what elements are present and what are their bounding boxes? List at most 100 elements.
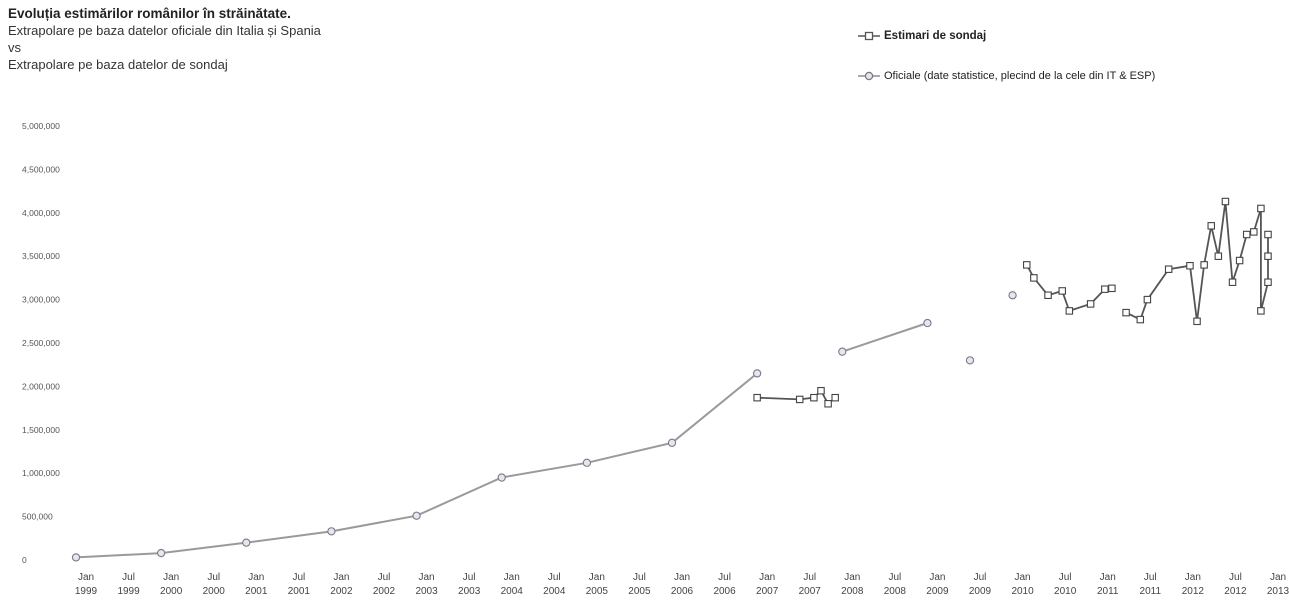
data-point[interactable] — [1193, 317, 1201, 326]
chart-subtitle-line-1: Extrapolare pe baza datelor oficiale din… — [8, 23, 321, 38]
x-tick-label: Jul 1999 — [117, 572, 140, 597]
series-layer — [71, 197, 1272, 562]
data-point[interactable] — [1214, 252, 1223, 260]
x-tick-label: Jan 2006 — [671, 572, 694, 597]
x-tick-label: Jul 2012 — [1224, 572, 1247, 597]
data-point[interactable] — [1008, 291, 1017, 300]
data-point[interactable] — [965, 356, 975, 365]
y-tick-label: 4,500,000 — [22, 164, 60, 174]
legend-item-oficiale[interactable]: Oficiale (date statistice, plecind de la… — [858, 68, 1283, 84]
x-tick-label: Jan 1999 — [75, 572, 98, 597]
x-tick-label: Jan 2001 — [245, 572, 268, 597]
series-line — [841, 322, 928, 353]
series-line — [1026, 264, 1113, 313]
x-tick-label: Jan 2008 — [841, 572, 864, 597]
data-point[interactable] — [1086, 300, 1095, 308]
x-tick-label: Jan 2007 — [756, 572, 779, 597]
data-point[interactable] — [817, 386, 825, 395]
legend-square-marker-icon — [858, 31, 880, 41]
data-point[interactable] — [1122, 308, 1130, 317]
data-point[interactable] — [753, 393, 761, 402]
data-point[interactable] — [497, 473, 506, 482]
x-tick-label: Jul 2003 — [458, 572, 481, 597]
x-tick-label: Jul 2006 — [713, 572, 736, 597]
data-point[interactable] — [412, 511, 421, 520]
data-point[interactable] — [1143, 295, 1152, 304]
x-tick-label: Jan 2004 — [501, 572, 524, 597]
data-point[interactable] — [1200, 261, 1208, 269]
x-tick-label: Jan 2005 — [586, 572, 609, 597]
data-point[interactable] — [1264, 278, 1272, 286]
data-point[interactable] — [1242, 230, 1251, 239]
data-point[interactable] — [242, 538, 251, 547]
data-point[interactable] — [1136, 315, 1145, 324]
y-tick-label: 3,500,000 — [22, 251, 60, 261]
data-point[interactable] — [824, 400, 832, 408]
data-point[interactable] — [838, 347, 847, 356]
x-tick-label: Jul 2009 — [969, 572, 992, 597]
data-point[interactable] — [923, 318, 932, 328]
x-axis: Jan 1999 Jul 1999 Jan 2000 Jul 2000 Jan 2001 Jul 20… — [75, 572, 1289, 597]
data-point[interactable] — [156, 548, 166, 558]
x-tick-label: Jul 2008 — [884, 572, 907, 597]
x-tick-label: Jul 2001 — [288, 572, 311, 597]
data-point[interactable] — [1058, 287, 1066, 295]
x-tick-label: Jul 2004 — [543, 572, 566, 597]
x-tick-label: Jan 2000 — [160, 572, 183, 597]
y-axis: 0 500,000 1,000,000 1,500,000 2,000,000 2,500… — [22, 121, 60, 565]
data-point[interactable] — [1030, 274, 1038, 282]
x-tick-label: Jul 2000 — [203, 572, 226, 597]
series-sondaj — [753, 197, 1272, 408]
legend-item-sondaj[interactable]: Estimari de sondaj — [858, 28, 1283, 44]
x-tick-label: Jul 2011 — [1140, 572, 1162, 597]
chart-subtitle-line-3: Extrapolare pe baza datelor de sondaj — [8, 57, 228, 72]
data-point[interactable] — [1264, 230, 1272, 239]
data-point[interactable] — [1065, 307, 1074, 315]
data-point[interactable] — [1044, 291, 1052, 300]
data-point[interactable] — [1023, 261, 1031, 269]
data-point[interactable] — [1228, 278, 1237, 286]
data-point[interactable] — [1186, 261, 1194, 270]
x-tick-label: Jan 2002 — [330, 572, 353, 597]
data-point[interactable] — [582, 458, 592, 467]
data-point[interactable] — [327, 527, 336, 536]
series-oficiale — [71, 291, 1017, 562]
series-line — [75, 372, 758, 559]
data-point[interactable] — [71, 553, 81, 562]
x-tick-label: Jul 2007 — [799, 572, 822, 597]
data-point[interactable] — [1164, 265, 1173, 273]
data-point[interactable] — [1257, 307, 1265, 315]
x-tick-label: Jan 2011 — [1097, 572, 1119, 597]
data-point[interactable] — [1264, 252, 1272, 260]
data-point[interactable] — [667, 438, 677, 447]
data-point[interactable] — [1235, 256, 1244, 265]
x-tick-label: Jan 2010 — [1011, 572, 1034, 597]
y-tick-label: 1,000,000 — [22, 468, 60, 478]
y-tick-label: 3,000,000 — [22, 295, 60, 305]
y-tick-label: 0 — [22, 555, 27, 565]
data-point[interactable] — [1221, 197, 1230, 206]
x-tick-label: Jul 2002 — [373, 572, 396, 597]
data-point[interactable] — [831, 393, 839, 402]
data-point[interactable] — [1250, 228, 1258, 236]
x-tick-label: Jan 2012 — [1182, 572, 1205, 597]
data-point[interactable] — [752, 369, 762, 378]
legend-label-oficiale: Oficiale (date statistice, plecind de la… — [884, 70, 1156, 82]
y-tick-label: 4,000,000 — [22, 208, 60, 218]
x-tick-label: Jan 2003 — [415, 572, 438, 597]
data-point[interactable] — [1108, 284, 1116, 293]
chart-legend: Estimari de sondaj Oficiale (date statis… — [858, 28, 1283, 108]
y-tick-label: 2,500,000 — [22, 338, 60, 348]
y-tick-label: 5,000,000 — [22, 121, 60, 131]
x-tick-label: Jul 2010 — [1054, 572, 1077, 597]
chart-header: Evoluția estimărilor românilor în străin… — [8, 5, 648, 73]
data-point[interactable] — [1207, 222, 1215, 230]
data-point[interactable] — [795, 395, 804, 404]
y-tick-label: 500,000 — [22, 512, 53, 522]
data-point[interactable] — [1101, 285, 1109, 293]
chart-subtitle-line-2: vs — [8, 40, 21, 55]
data-point[interactable] — [810, 393, 818, 402]
data-point[interactable] — [1257, 204, 1265, 213]
chart-title: Evoluția estimărilor românilor în străin… — [8, 6, 291, 21]
